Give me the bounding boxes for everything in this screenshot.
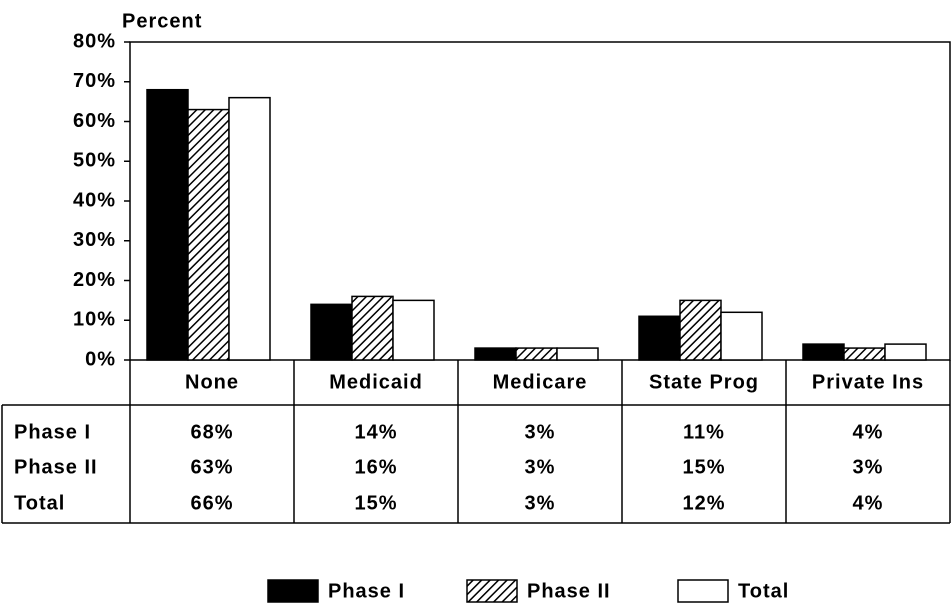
x-tick-label: Medicaid: [329, 371, 423, 393]
row-label: Total: [14, 492, 65, 514]
bar: [638, 315, 681, 361]
legend-swatch: [677, 579, 729, 603]
bar: [556, 347, 599, 361]
x-tick-label: None: [185, 371, 239, 393]
y-tick-label: 0%: [85, 348, 116, 370]
table-cell: 4%: [853, 492, 884, 514]
table-cell: 3%: [525, 492, 556, 514]
table-cell: 12%: [682, 492, 725, 514]
table-cell: 3%: [525, 421, 556, 443]
y-tick-label: 70%: [73, 70, 116, 92]
y-tick-label: 80%: [73, 30, 116, 52]
y-tick-label: 30%: [73, 229, 116, 251]
table-cell: 11%: [683, 421, 725, 443]
bar: [392, 299, 435, 361]
bar: [187, 108, 230, 361]
bar: [884, 343, 927, 361]
x-tick-label: Medicare: [493, 371, 588, 393]
legend-label: Total: [738, 580, 789, 602]
y-tick-label: 20%: [73, 269, 116, 291]
bar: [515, 347, 558, 361]
table-cell: 68%: [190, 421, 233, 443]
table-cell: 4%: [853, 421, 884, 443]
row-label: Phase II: [14, 456, 98, 478]
y-tick-label: 10%: [73, 309, 116, 331]
table-cell: 3%: [853, 456, 884, 478]
y-tick-label: 60%: [73, 110, 116, 132]
table-cell: 63%: [190, 456, 233, 478]
table-cell: 3%: [525, 456, 556, 478]
y-axis-label: Percent: [122, 10, 202, 32]
bar: [146, 88, 189, 361]
bar: [802, 343, 845, 361]
y-tick-label: 40%: [73, 189, 116, 211]
table-cell: 66%: [190, 492, 233, 514]
bar: [679, 299, 722, 361]
legend-swatch: [267, 579, 319, 603]
table-cell: 14%: [354, 421, 397, 443]
bar: [228, 96, 271, 361]
bar: [474, 347, 517, 361]
bar: [843, 347, 886, 361]
x-tick-label: State Prog: [649, 371, 759, 393]
table-cell: 15%: [354, 492, 397, 514]
legend-label: Phase II: [527, 580, 611, 602]
legend-swatch: [466, 579, 518, 603]
legend-label: Phase I: [328, 580, 405, 602]
row-label: Phase I: [14, 421, 91, 443]
bar: [310, 303, 353, 361]
x-tick-label: Private Ins: [812, 371, 924, 393]
table-cell: 15%: [682, 456, 725, 478]
bar: [720, 311, 763, 361]
bar: [351, 295, 394, 361]
table-cell: 16%: [354, 456, 397, 478]
y-tick-label: 50%: [73, 150, 116, 172]
